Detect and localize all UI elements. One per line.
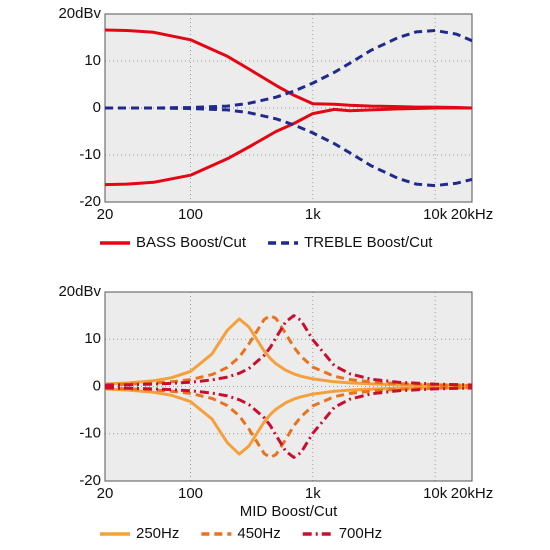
x-tick-label: 100 <box>178 206 203 223</box>
x-tick-label: 20 <box>97 485 114 502</box>
y-tick-label: 0 <box>93 377 101 394</box>
line-series <box>105 106 473 188</box>
x-tick-label: 10k <box>423 485 448 502</box>
y-tick-label: -10 <box>79 425 101 442</box>
line-series <box>104 106 472 187</box>
legend-label: TREBLE Boost/Cut <box>304 234 433 251</box>
line-series <box>105 29 473 110</box>
plot-area <box>105 292 472 481</box>
x-tick-label: 20kHz <box>451 206 494 223</box>
x-tick-label: 20kHz <box>451 485 494 502</box>
line-series <box>104 314 473 387</box>
y-tick-label: 10 <box>84 330 101 347</box>
x-tick-label: 10k <box>423 206 448 223</box>
line-series <box>104 386 473 459</box>
x-tick-label: 100 <box>178 485 203 502</box>
legend-label: 450Hz <box>237 525 280 542</box>
line-series <box>104 386 473 459</box>
x-tick-label: 1k <box>305 485 321 502</box>
y-tick-label: -20 <box>79 472 101 489</box>
line-series <box>104 317 473 388</box>
y-tick-label: 10 <box>84 52 101 69</box>
legend-label: 250Hz <box>136 525 179 542</box>
legend-label: 700Hz <box>339 525 382 542</box>
x-tick-label: 1k <box>305 206 321 223</box>
line-series <box>104 314 473 387</box>
y-tick-label: -20 <box>79 193 101 210</box>
y-tick-label: -10 <box>79 146 101 163</box>
plot-border <box>104 291 473 482</box>
y-tick-label: 20dBv <box>58 5 101 22</box>
x-axis-label: MID Boost/Cut <box>240 503 338 520</box>
x-tick-label: 20 <box>97 206 114 223</box>
line-series <box>104 385 473 456</box>
legend-label: BASS Boost/Cut <box>136 234 247 251</box>
y-tick-label: 0 <box>93 99 101 116</box>
y-tick-label: 20dBv <box>58 283 101 300</box>
